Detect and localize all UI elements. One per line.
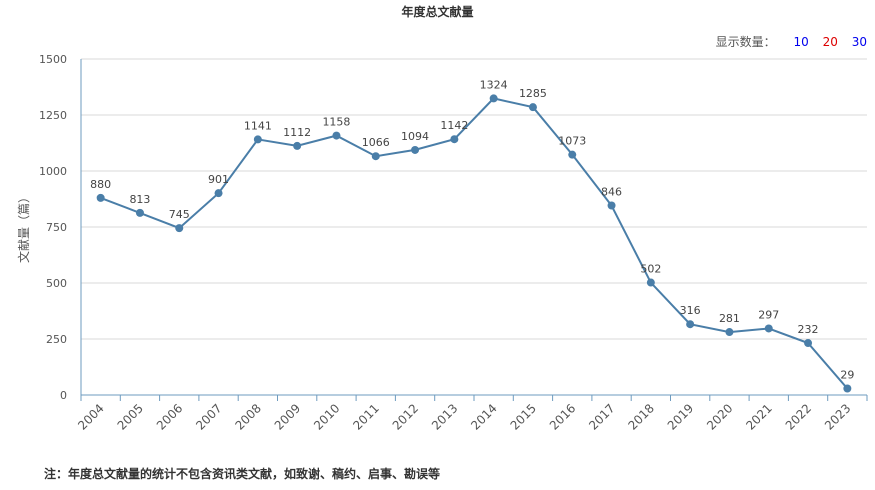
y-tick-label-500: 500 (46, 277, 67, 290)
data-points (96, 94, 852, 393)
data-label-2008: 1141 (244, 119, 272, 132)
footnote: 注：年度总文献量的统计不包含资讯类文献，如致谢、稿约、启事、勘误等 (44, 467, 441, 481)
data-label-2006: 745 (169, 208, 190, 221)
data-point-2018 (646, 278, 655, 287)
series-line-layer (100, 97, 849, 390)
data-label-2012: 1094 (401, 130, 429, 143)
data-label-2005: 813 (129, 193, 150, 206)
x-tick-label-2014: 2014 (468, 401, 499, 432)
y-tick-label-250: 250 (46, 333, 67, 346)
x-tick-label-2013: 2013 (429, 401, 460, 432)
data-point-2006 (175, 224, 184, 233)
grid-lines (81, 58, 867, 340)
series-line (100, 97, 849, 390)
display-count-option-30[interactable]: 30 (851, 35, 867, 49)
data-point-2007 (214, 189, 223, 198)
data-point-2015 (528, 103, 537, 112)
data-point-2020 (725, 328, 734, 337)
data-label-2022: 232 (798, 323, 819, 336)
data-point-2005 (135, 208, 144, 217)
x-tick-label-2016: 2016 (547, 401, 578, 432)
x-tick-label-2007: 2007 (193, 401, 224, 432)
data-point-2010 (332, 131, 341, 140)
display-count-option-10[interactable]: 10 (793, 35, 809, 49)
data-point-2004 (96, 193, 105, 202)
data-point-2016 (568, 150, 577, 159)
display-count-label: 显示数量： (715, 35, 776, 49)
data-point-2021 (764, 324, 773, 333)
data-label-2015: 1285 (519, 87, 547, 100)
x-tick-label-2020: 2020 (704, 401, 735, 432)
data-point-2014 (489, 94, 498, 103)
data-label-2007: 901 (208, 173, 229, 186)
data-label-2020: 281 (719, 312, 740, 325)
data-point-2017 (607, 201, 616, 210)
data-point-2008 (253, 135, 262, 144)
data-point-2012 (411, 145, 420, 154)
x-tick-label-2022: 2022 (783, 401, 814, 432)
data-point-2023 (843, 384, 852, 393)
x-tick-label-2011: 2011 (350, 401, 381, 432)
data-point-2022 (804, 339, 813, 348)
data-label-2011: 1066 (362, 136, 390, 149)
y-tick-label-1250: 1250 (39, 109, 67, 122)
y-tick-label-1500: 1500 (39, 53, 67, 66)
data-label-2018: 502 (640, 263, 661, 276)
data-label-2004: 880 (90, 178, 111, 191)
y-tick-label-750: 750 (46, 221, 67, 234)
y-tick-label-0: 0 (60, 389, 67, 402)
data-point-2019 (686, 320, 695, 329)
data-point-2011 (371, 152, 380, 161)
data-point-2013 (450, 135, 459, 144)
x-tick-label-2015: 2015 (508, 401, 539, 432)
x-tick-label-2005: 2005 (115, 401, 146, 432)
data-label-2009: 1112 (283, 126, 311, 139)
axes: 0 250 500 750 1000 1250 1500 文献量（篇） 2004 2005 2006… (16, 53, 868, 433)
x-tick-label-2004: 2004 (75, 401, 106, 432)
y-axis-title: 文献量（篇） (16, 191, 31, 263)
y-tick-label-1000: 1000 (39, 165, 67, 178)
data-label-2019: 316 (680, 304, 701, 317)
data-label-2016: 1073 (558, 135, 586, 148)
data-label-2017: 846 (601, 185, 622, 198)
data-label-2021: 297 (758, 308, 779, 321)
x-tick-label-2008: 2008 (232, 401, 263, 432)
x-tick-label-2009: 2009 (272, 401, 303, 432)
line-chart: 0 250 500 750 1000 1250 1500 文献量（篇） 2004 2005 2006… (16, 53, 868, 433)
display-count-option-20[interactable]: 20 (822, 35, 838, 49)
data-label-2010: 1158 (322, 116, 350, 129)
chart-title: 年度总文献量 (401, 5, 474, 19)
x-tick-label-2010: 2010 (311, 401, 342, 432)
data-point-2009 (293, 141, 302, 150)
x-tick-label-2017: 2017 (586, 401, 617, 432)
x-tick-label-2006: 2006 (154, 401, 185, 432)
x-tick-label-2019: 2019 (665, 401, 696, 432)
x-tick-label-2021: 2021 (743, 401, 774, 432)
display-count-selector: 显示数量： 10 20 30 (716, 33, 867, 50)
x-tick-label-2023: 2023 (822, 401, 853, 432)
data-label-2013: 1142 (440, 119, 468, 132)
x-tick-label-2018: 2018 (625, 401, 656, 432)
data-label-2014: 1324 (480, 78, 508, 91)
data-label-2023: 29 (840, 369, 854, 382)
data-labels: 880 813 745 901 1141 1112 1158 1066 1094 1142 1324… (90, 78, 854, 381)
x-tick-label-2012: 2012 (390, 401, 421, 432)
